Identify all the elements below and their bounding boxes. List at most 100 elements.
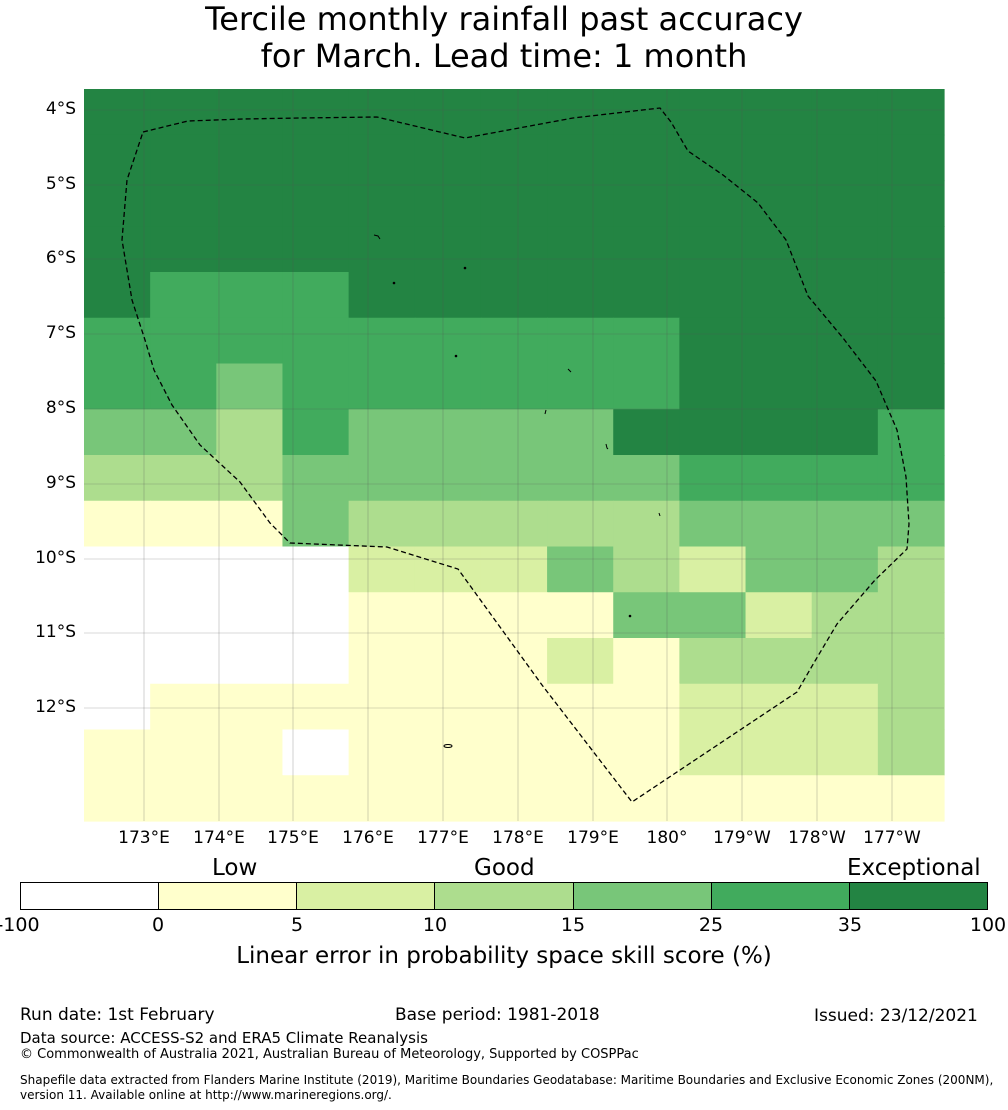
skill-cell — [811, 89, 879, 136]
skill-cell — [348, 500, 416, 548]
skill-cell — [811, 180, 879, 227]
skill-cell — [877, 500, 945, 548]
skill-cell — [216, 272, 284, 319]
skill-cell — [282, 226, 350, 273]
skill-cell — [745, 409, 813, 456]
skill-cell — [84, 500, 151, 548]
skill-cell — [84, 409, 151, 456]
lon-label: 175°E — [267, 828, 319, 848]
island — [392, 281, 396, 285]
skill-cell — [414, 455, 482, 502]
skill-cell — [547, 409, 614, 456]
skill-cell — [150, 455, 217, 502]
skill-cell — [216, 455, 284, 502]
skill-cell — [877, 409, 945, 456]
skill-cell — [480, 546, 548, 593]
skill-cell — [613, 683, 680, 731]
data-source: Data source: ACCESS-S2 and ERA5 Climate … — [20, 1029, 428, 1047]
lat-label: 4°S — [45, 99, 76, 119]
skill-cell — [877, 272, 945, 319]
skill-cell — [480, 775, 548, 822]
colorbar-segment — [435, 883, 574, 909]
skill-cell — [414, 409, 482, 456]
skill-cell — [348, 317, 416, 365]
skill-cell — [613, 592, 680, 639]
skill-cell — [480, 317, 548, 365]
skill-cell — [150, 546, 217, 593]
lat-label: 6°S — [45, 248, 76, 268]
skill-cell — [613, 455, 680, 502]
skill-cell — [877, 363, 945, 410]
lon-label: 177°W — [863, 828, 921, 848]
skill-cell — [745, 226, 813, 273]
skill-cell — [613, 775, 680, 822]
skill-cell — [414, 272, 482, 319]
skill-cell — [84, 180, 151, 227]
skill-cell — [679, 89, 747, 136]
skill-cell — [216, 89, 284, 136]
skill-cell — [745, 683, 813, 731]
skill-cell — [216, 363, 284, 410]
skill-cell — [877, 638, 945, 685]
skill-cell — [877, 729, 945, 776]
colorbar — [20, 882, 988, 910]
skill-cell — [679, 775, 747, 822]
skill-cell — [877, 546, 945, 593]
skill-cell — [811, 272, 879, 319]
skill-cell — [547, 500, 614, 548]
skill-cell — [811, 226, 879, 273]
lat-label: 8°S — [45, 398, 76, 418]
skill-cell — [84, 89, 151, 136]
skill-cell — [150, 317, 217, 365]
skill-cell — [547, 638, 614, 685]
skill-cell — [877, 317, 945, 365]
skill-cell — [679, 638, 747, 685]
skill-cell — [414, 546, 482, 593]
lat-label: 10°S — [35, 548, 76, 568]
lon-label: 176°E — [342, 828, 394, 848]
skill-cell — [84, 134, 151, 182]
skill-cell — [679, 317, 747, 365]
skill-cell — [414, 775, 482, 822]
skill-cell — [150, 500, 217, 548]
skill-cell — [547, 775, 614, 822]
run-date: Run date: 1st February — [20, 1005, 215, 1025]
skill-cell — [150, 638, 217, 685]
skill-cell — [679, 409, 747, 456]
colorbar-tick: 5 — [290, 914, 304, 936]
skill-cell — [216, 180, 284, 227]
skill-cell — [150, 775, 217, 822]
copyright: © Commonwealth of Australia 2021, Austra… — [20, 1047, 639, 1062]
skill-cell — [84, 546, 151, 593]
skill-cell — [414, 317, 482, 365]
skill-cell — [348, 363, 416, 410]
skill-cell — [745, 775, 813, 822]
skill-cell — [745, 455, 813, 502]
skill-cell — [348, 272, 416, 319]
skill-cell — [613, 638, 680, 685]
skill-cell — [613, 729, 680, 776]
skill-cell — [547, 317, 614, 365]
colorbar-segment — [849, 883, 987, 909]
skill-cell — [348, 89, 416, 136]
skill-cell — [84, 729, 151, 776]
skill-cell — [414, 89, 482, 136]
skill-cell — [348, 226, 416, 273]
skill-cell — [150, 683, 217, 731]
skill-cell — [480, 226, 548, 273]
colorbar-category-good: Good — [474, 855, 535, 881]
skill-cell — [811, 363, 879, 410]
colorbar-category-low: Low — [212, 855, 258, 881]
island — [658, 512, 661, 517]
colorbar-tick: -100 — [0, 914, 40, 936]
skill-cell — [150, 134, 217, 182]
skill-cell — [216, 729, 284, 776]
skill-cell — [811, 638, 879, 685]
island — [605, 443, 609, 450]
chart-title-line-1: Tercile monthly rainfall past accuracy — [205, 0, 803, 38]
skill-cell — [877, 775, 945, 822]
skill-cell — [679, 272, 747, 319]
lat-label: 7°S — [45, 323, 76, 343]
chart-title-line-2: for March. Lead time: 1 month — [260, 37, 748, 75]
skill-cell — [811, 592, 879, 639]
